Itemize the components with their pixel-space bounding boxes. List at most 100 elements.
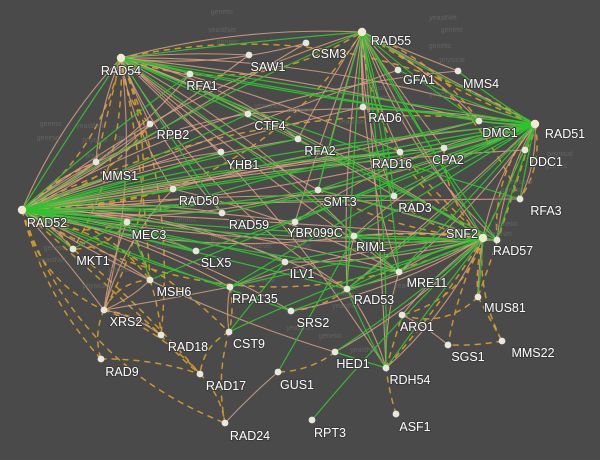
edge-genetic[interactable]	[317, 31, 363, 191]
edge-physical[interactable]	[229, 237, 484, 288]
edge-yeastnet[interactable]	[228, 286, 233, 333]
edge-genetic[interactable]	[346, 288, 387, 369]
edge-genetic[interactable]	[361, 31, 536, 125]
edge-genetic[interactable]	[21, 57, 122, 211]
edge-physical[interactable]	[21, 209, 105, 311]
edge-physical[interactable]	[172, 188, 400, 273]
graph-node-mus81[interactable]	[474, 293, 482, 301]
edge-genetic[interactable]	[477, 237, 484, 298]
edge-yeastnet[interactable]	[199, 373, 226, 424]
edge-genetic[interactable]	[72, 221, 128, 250]
edge-yeastnet[interactable]	[72, 221, 128, 250]
graph-node-mms1[interactable]	[92, 158, 100, 166]
graph-node-rfa3[interactable]	[516, 195, 524, 203]
graph-node-ctf4[interactable]	[244, 110, 252, 118]
edge-genetic[interactable]	[393, 123, 536, 197]
edge-genetic[interactable]	[21, 209, 286, 263]
edge-physical[interactable]	[21, 151, 222, 211]
graph-node-rad24[interactable]	[221, 419, 229, 427]
graph-node-snf2[interactable]	[478, 233, 488, 243]
graph-node-gfa1[interactable]	[394, 66, 402, 74]
edge-genetic[interactable]	[221, 123, 536, 214]
edge-genetic[interactable]	[21, 209, 348, 290]
edge-yeastnet[interactable]	[277, 351, 336, 373]
edge-genetic[interactable]	[385, 237, 484, 369]
edge-genetic[interactable]	[334, 237, 484, 353]
edge-yeastnet[interactable]	[21, 209, 151, 281]
graph-node-xrs2[interactable]	[100, 306, 108, 314]
edge-physical[interactable]	[120, 57, 355, 237]
graph-node-mms4[interactable]	[454, 67, 462, 75]
edge-yeastnet[interactable]	[120, 43, 536, 125]
edge-genetic[interactable]	[228, 237, 484, 333]
edge-genetic[interactable]	[126, 123, 536, 223]
edge-yeastnet[interactable]	[21, 209, 162, 336]
edge-genetic[interactable]	[21, 138, 299, 211]
edge-yeastnet[interactable]	[220, 331, 230, 424]
graph-node-yhb1[interactable]	[217, 148, 225, 156]
edge-physical[interactable]	[398, 123, 536, 273]
edge-genetic[interactable]	[361, 31, 480, 122]
edge-physical[interactable]	[294, 31, 363, 223]
edge-physical[interactable]	[103, 221, 128, 311]
edge-physical[interactable]	[21, 138, 299, 211]
graph-node-mkt1[interactable]	[69, 245, 77, 253]
edge-genetic[interactable]	[277, 235, 355, 373]
graph-node-rad18[interactable]	[157, 331, 165, 339]
edge-yeastnet[interactable]	[97, 309, 105, 360]
graph-node-csm3[interactable]	[302, 39, 310, 47]
edge-physical[interactable]	[103, 286, 231, 311]
edge-physical[interactable]	[95, 57, 122, 163]
graph-node-hed1[interactable]	[331, 348, 339, 356]
edge-physical[interactable]	[519, 123, 536, 200]
edge-genetic[interactable]	[361, 31, 400, 273]
edge-physical[interactable]	[297, 31, 363, 140]
edge-genetic[interactable]	[120, 57, 400, 273]
edge-yeastnet[interactable]	[120, 57, 166, 336]
graph-node-rpa135[interactable]	[226, 283, 234, 291]
edge-yeastnet[interactable]	[361, 31, 536, 125]
edge-yeastnet[interactable]	[95, 57, 122, 163]
edge-yeastnet[interactable]	[477, 123, 536, 298]
edge-physical[interactable]	[120, 57, 387, 369]
edge-physical[interactable]	[21, 57, 122, 211]
edge-genetic[interactable]	[362, 106, 536, 125]
graph-node-aro1[interactable]	[398, 311, 406, 319]
edge-genetic[interactable]	[361, 31, 484, 239]
edge-genetic[interactable]	[120, 57, 223, 214]
edge-physical[interactable]	[120, 57, 480, 122]
edge-genetic[interactable]	[519, 123, 536, 200]
edge-genetic[interactable]	[120, 57, 480, 122]
edge-genetic[interactable]	[457, 70, 536, 125]
graph-node-cpa2[interactable]	[440, 144, 448, 152]
edge-genetic[interactable]	[21, 209, 74, 250]
graph-node-rpb2[interactable]	[146, 120, 154, 128]
edge-genetic[interactable]	[353, 123, 536, 237]
graph-node-dmc1[interactable]	[475, 117, 483, 125]
edge-genetic[interactable]	[443, 123, 536, 149]
edge-yeastnet[interactable]	[160, 334, 201, 375]
graph-node-rad55[interactable]	[357, 27, 367, 37]
edge-genetic[interactable]	[228, 261, 286, 333]
edge-genetic[interactable]	[361, 31, 395, 197]
graph-node-srs2[interactable]	[287, 307, 295, 315]
edge-physical[interactable]	[227, 286, 231, 333]
graph-node-ybr099c[interactable]	[291, 218, 299, 226]
edge-physical[interactable]	[103, 309, 162, 336]
edge-physical[interactable]	[120, 57, 401, 153]
edge-genetic[interactable]	[229, 237, 484, 288]
graph-node-rad16[interactable]	[396, 148, 404, 156]
edge-genetic[interactable]	[290, 237, 484, 312]
graph-node-rdh54[interactable]	[382, 364, 390, 372]
edge-yeastnet[interactable]	[199, 331, 230, 375]
edge-genetic[interactable]	[120, 57, 498, 241]
graph-node-rad6[interactable]	[359, 103, 367, 111]
graph-node-rad3[interactable]	[390, 192, 398, 200]
graph-node-rad54[interactable]	[116, 53, 126, 63]
graph-node-msh6[interactable]	[146, 276, 154, 284]
edge-genetic[interactable]	[21, 31, 363, 211]
edge-genetic[interactable]	[346, 123, 536, 290]
edge-genetic[interactable]	[21, 73, 191, 211]
edge-physical[interactable]	[361, 31, 387, 369]
edge-physical[interactable]	[21, 209, 292, 312]
